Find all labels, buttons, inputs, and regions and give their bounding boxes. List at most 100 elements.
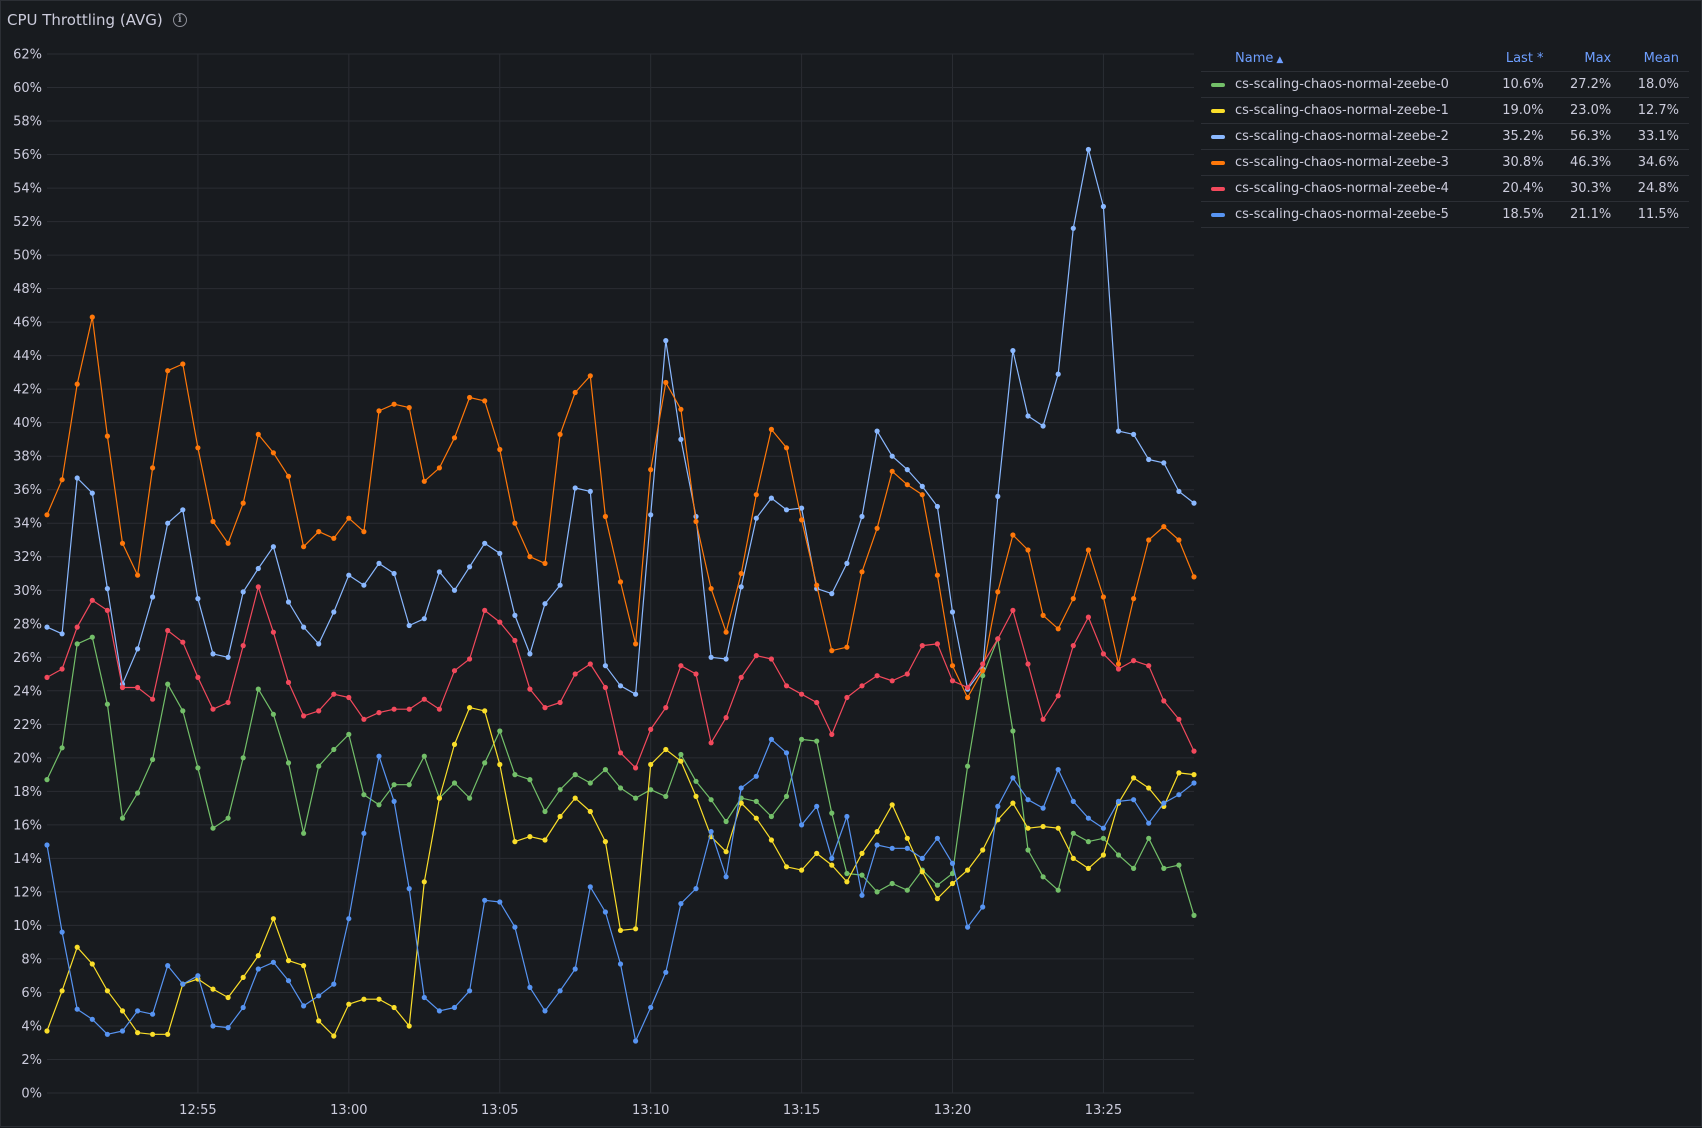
- data-point: [542, 560, 548, 567]
- legend-last-value: 18.5%: [1485, 201, 1554, 228]
- data-point: [104, 586, 110, 592]
- data-point: [1131, 431, 1137, 437]
- data-point: [240, 643, 246, 649]
- data-point: [1100, 825, 1106, 831]
- data-point: [165, 627, 171, 634]
- y-tick-label: 16%: [13, 818, 42, 833]
- series-color-swatch: [1211, 82, 1225, 87]
- legend-max-value: 23.0%: [1553, 97, 1622, 124]
- data-point: [723, 874, 729, 880]
- data-point: [648, 787, 654, 793]
- data-point: [285, 958, 292, 964]
- data-point: [648, 1004, 654, 1011]
- legend-row[interactable]: cs-scaling-chaos-normal-zeebe-1 19.0% 23…: [1201, 97, 1689, 124]
- data-point: [587, 488, 593, 494]
- data-point: [1146, 537, 1152, 543]
- data-point: [451, 668, 458, 674]
- y-tick-label: 62%: [13, 48, 42, 63]
- data-point: [44, 674, 50, 681]
- data-point: [859, 850, 865, 857]
- x-tick-label: 13:20: [934, 1103, 971, 1118]
- data-point: [617, 785, 624, 791]
- x-tick-label: 13:05: [481, 1103, 518, 1118]
- legend-series-name: cs-scaling-chaos-normal-zeebe-5: [1235, 207, 1449, 222]
- data-point: [859, 569, 865, 575]
- legend-row[interactable]: cs-scaling-chaos-normal-zeebe-2 35.2% 56…: [1201, 123, 1689, 150]
- data-point: [587, 808, 593, 815]
- data-point: [467, 795, 473, 801]
- legend-row[interactable]: cs-scaling-chaos-normal-zeebe-3 30.8% 46…: [1201, 149, 1689, 176]
- info-icon[interactable]: i: [172, 13, 187, 27]
- data-point: [633, 765, 639, 771]
- data-point: [572, 485, 578, 491]
- data-point: [150, 465, 156, 471]
- data-point: [451, 435, 458, 441]
- legend-header-max[interactable]: Max: [1584, 50, 1612, 66]
- data-point: [587, 373, 593, 379]
- line-chart[interactable]: 0% 2% 4% 6% 8% 10% 12% 14% 16% 18% 20% 22% 24% 26% 28%…: [1, 41, 1201, 1128]
- legend-row[interactable]: cs-scaling-chaos-normal-zeebe-4 20.4% 30…: [1201, 175, 1689, 202]
- data-point: [678, 751, 684, 758]
- legend-header-last[interactable]: Last *: [1505, 50, 1544, 66]
- data-point: [482, 398, 488, 404]
- data-point: [391, 401, 397, 407]
- data-point: [240, 1004, 246, 1011]
- y-tick-label: 58%: [13, 115, 42, 130]
- data-point: [1070, 225, 1076, 231]
- data-point: [949, 678, 956, 684]
- data-point: [89, 597, 95, 603]
- data-point: [225, 654, 231, 660]
- data-point: [723, 849, 729, 855]
- data-point: [1040, 874, 1046, 880]
- data-point: [799, 822, 805, 828]
- data-point: [753, 798, 759, 805]
- data-point: [225, 815, 231, 821]
- series-line: [46, 706, 1195, 1037]
- data-point: [150, 1031, 156, 1037]
- series-cs-scaling-chaos-normal-zeebe-5: [44, 736, 1197, 1044]
- data-point: [150, 1011, 156, 1017]
- data-point: [1146, 820, 1152, 826]
- data-point: [119, 1028, 126, 1034]
- data-point: [1055, 371, 1061, 377]
- data-point: [542, 601, 548, 607]
- y-tick-label: 6%: [21, 986, 42, 1001]
- legend-header-name[interactable]: Name ▲: [1235, 50, 1284, 66]
- data-point: [135, 1030, 141, 1036]
- legend-row[interactable]: cs-scaling-chaos-normal-zeebe-0 10.6% 27…: [1201, 71, 1689, 98]
- legend-row[interactable]: cs-scaling-chaos-normal-zeebe-5 18.5% 21…: [1201, 201, 1689, 228]
- data-point: [949, 663, 956, 669]
- y-tick-label: 56%: [13, 148, 42, 163]
- data-point: [617, 961, 624, 967]
- data-point: [1146, 456, 1152, 463]
- data-point: [512, 924, 518, 930]
- data-point: [1115, 666, 1122, 672]
- data-point: [119, 540, 126, 546]
- data-point: [482, 760, 488, 766]
- data-point: [1040, 716, 1046, 722]
- legend-last-value: 30.8%: [1485, 149, 1554, 176]
- data-point: [648, 467, 654, 473]
- data-point: [180, 708, 186, 714]
- data-point: [285, 599, 292, 605]
- data-point: [934, 641, 941, 647]
- data-point: [693, 886, 699, 892]
- data-point: [346, 694, 352, 701]
- data-point: [135, 572, 141, 578]
- data-point: [421, 879, 427, 885]
- data-point: [497, 446, 503, 453]
- data-point: [859, 683, 865, 689]
- data-point: [195, 596, 201, 602]
- data-point: [104, 1031, 110, 1037]
- y-tick-label: 22%: [13, 718, 42, 733]
- data-point: [738, 674, 744, 681]
- data-point: [210, 651, 216, 657]
- data-point: [1115, 661, 1122, 667]
- data-point: [1070, 643, 1076, 649]
- data-point: [527, 834, 533, 840]
- data-point: [59, 666, 65, 672]
- legend-header-mean[interactable]: Mean: [1643, 50, 1679, 66]
- data-point: [753, 815, 759, 821]
- data-point: [768, 813, 775, 820]
- data-point: [829, 648, 835, 654]
